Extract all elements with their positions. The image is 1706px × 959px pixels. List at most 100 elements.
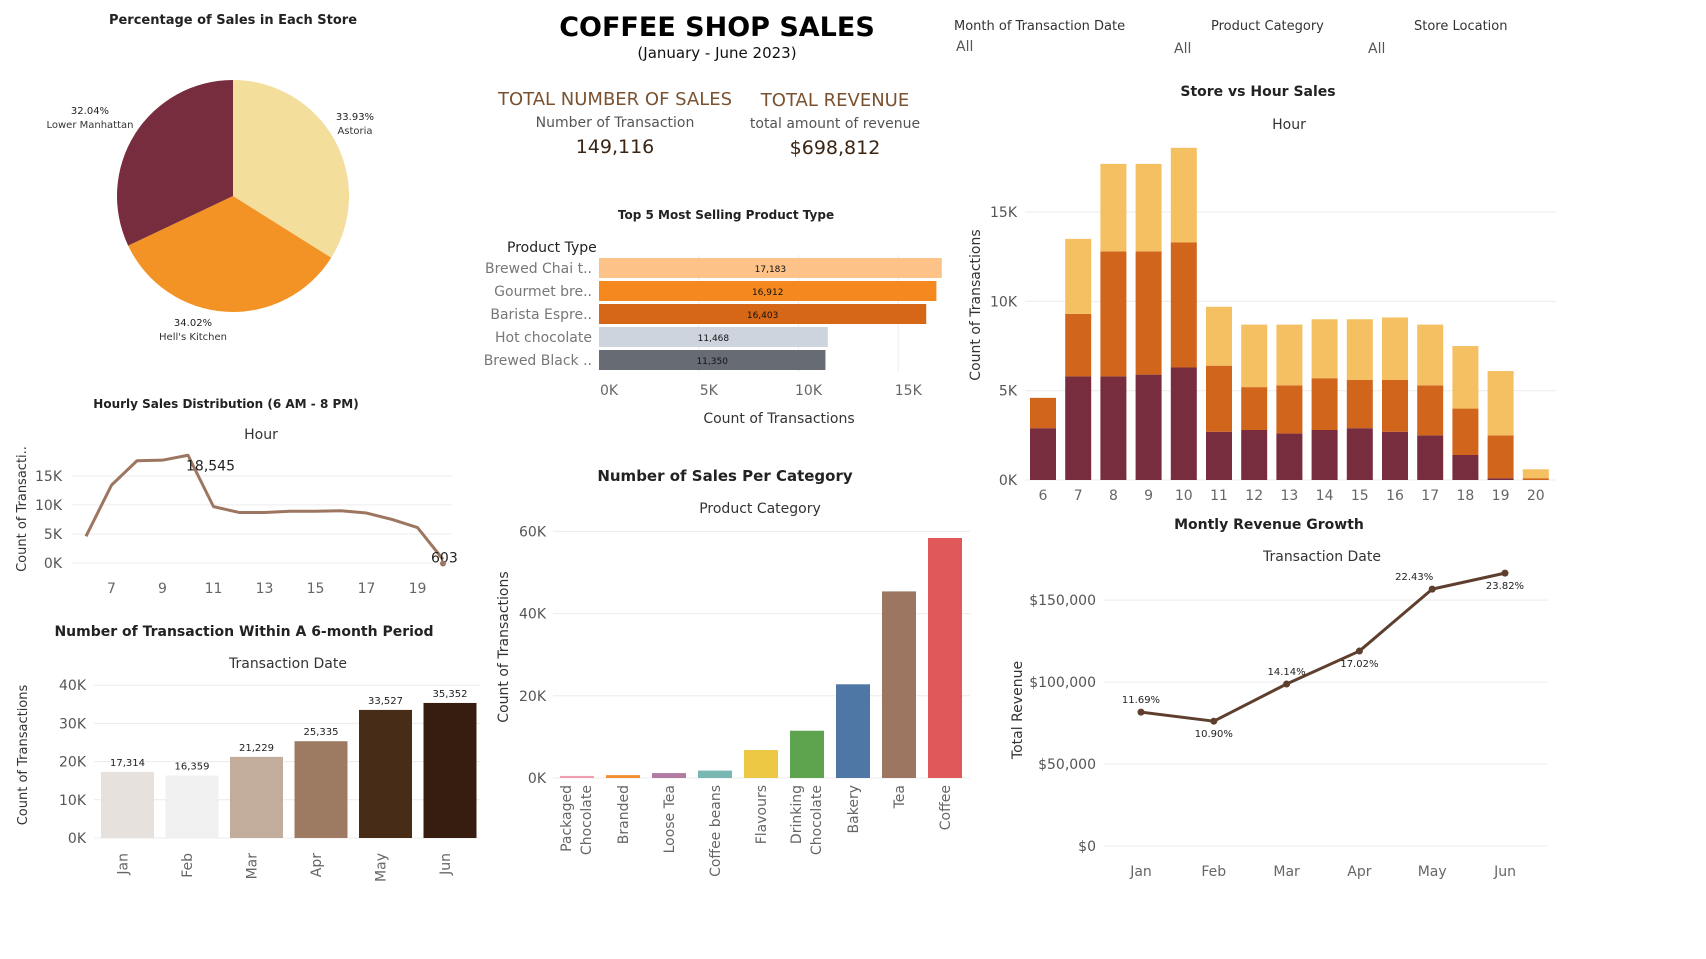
- filter-category-value[interactable]: All: [1174, 41, 1192, 57]
- store-hour-bar-segment: [1276, 385, 1303, 434]
- top5-value-label: 17,183: [755, 265, 787, 275]
- store-hour-y-tick: 5K: [999, 384, 1018, 400]
- top5-bar: [599, 327, 828, 347]
- store-hour-bar-segment: [1100, 251, 1127, 377]
- store-hour-x-tick: 15: [1351, 488, 1369, 504]
- store-hour-x-tick: 7: [1074, 488, 1083, 504]
- top5-value-label: 16,912: [752, 288, 784, 298]
- monthly-tx-x-tick: Mar: [245, 853, 261, 880]
- category-chart-title: Number of Sales Per Category: [597, 467, 853, 485]
- store-hour-bar-segment: [1170, 147, 1197, 243]
- monthly-tx-value-label: 21,229: [239, 743, 274, 754]
- revenue-growth-label: 10.90%: [1195, 729, 1233, 740]
- pie-chart-title: Percentage of Sales in Each Store: [109, 13, 357, 28]
- category-bar: [652, 773, 686, 778]
- hourly-y-axis-title: Count of Transacti..: [15, 446, 30, 572]
- category-x-tick: Coffee: [938, 785, 954, 830]
- store-hour-bar-segment: [1452, 454, 1479, 480]
- revenue-x-axis-title: Transaction Date: [1262, 549, 1381, 565]
- top5-x-tick: 10K: [795, 383, 823, 399]
- revenue-y-tick: $150,000: [1029, 593, 1096, 609]
- top5-category-label: Barista Espre..: [490, 307, 592, 323]
- monthly-tx-y-tick: 20K: [59, 755, 87, 771]
- revenue-y-axis-title: Total Revenue: [1010, 661, 1026, 760]
- store-hour-bar-segment: [1170, 242, 1197, 368]
- store-hour-bar-segment: [1276, 433, 1303, 480]
- revenue-point: [1210, 717, 1218, 725]
- revenue-point: [1355, 647, 1363, 655]
- category-bar: [790, 730, 824, 778]
- hourly-y-tick: 15K: [35, 469, 63, 485]
- top5-x-tick: 15K: [895, 383, 923, 399]
- store-hour-x-tick: 12: [1245, 488, 1263, 504]
- revenue-y-tick: $50,000: [1038, 757, 1096, 773]
- revenue-x-tick: Feb: [1201, 864, 1226, 880]
- hourly-x-tick: 17: [358, 581, 376, 597]
- top5-x-axis-title: Count of Transactions: [703, 411, 854, 427]
- store-hour-bar-segment: [1065, 376, 1092, 480]
- store-hour-bar-segment: [1170, 367, 1197, 480]
- hourly-x-tick: 9: [158, 581, 167, 597]
- monthly-tx-value-label: 16,359: [175, 762, 210, 773]
- monthly-tx-bar: [230, 756, 283, 838]
- store-hour-bar-segment: [1346, 379, 1373, 429]
- store-hour-bar-segment: [1241, 429, 1268, 480]
- revenue-chart-title: Montly Revenue Growth: [1174, 517, 1364, 533]
- hourly-x-tick: 19: [409, 581, 427, 597]
- monthly-tx-chart-title: Number of Transaction Within A 6-month P…: [54, 624, 433, 640]
- category-x-tick: Tea: [892, 785, 908, 809]
- hourly-x-tick: 11: [205, 581, 223, 597]
- monthly-tx-y-tick: 0K: [68, 831, 87, 847]
- top5-category-label: Gourmet bre..: [494, 284, 592, 300]
- store-hour-x-tick: 18: [1456, 488, 1474, 504]
- store-hour-bar-segment: [1487, 478, 1514, 480]
- store-hour-y-tick: 10K: [990, 294, 1018, 310]
- page-title: COFFEE SHOP SALES: [559, 12, 875, 43]
- page-subtitle: (January - June 2023): [637, 44, 797, 62]
- revenue-point: [1137, 708, 1145, 716]
- store-hour-bar-segment: [1065, 238, 1092, 314]
- category-bar: [882, 591, 916, 778]
- store-hour-x-tick: 20: [1527, 488, 1545, 504]
- top5-bar: [599, 350, 826, 370]
- monthly-tx-y-tick: 30K: [59, 716, 87, 732]
- store-hour-bar-segment: [1346, 319, 1373, 380]
- category-x-axis-title: Product Category: [699, 501, 821, 517]
- top5-value-label: 11,350: [696, 357, 728, 367]
- revenue-point: [1283, 680, 1291, 688]
- revenue-x-tick: Apr: [1347, 864, 1371, 880]
- hourly-x-tick: 13: [256, 581, 274, 597]
- store-hour-bar-segment: [1311, 319, 1338, 379]
- monthly-tx-x-axis-title: Transaction Date: [228, 656, 347, 672]
- revenue-growth-label: 17.02%: [1340, 659, 1378, 670]
- top5-y-axis-title: Product Type: [507, 240, 597, 256]
- pie-store-label: Hell's Kitchen: [159, 332, 227, 343]
- revenue-x-tick: Mar: [1273, 864, 1300, 880]
- hourly-chart-title: Hourly Sales Distribution (6 AM - 8 PM): [93, 397, 358, 411]
- store-hour-chart-title: Store vs Hour Sales: [1180, 84, 1335, 100]
- filter-store-value[interactable]: All: [1368, 41, 1386, 57]
- top5-value-label: 11,468: [698, 334, 730, 344]
- monthly-tx-bar: [359, 709, 412, 838]
- filter-month-value[interactable]: All: [956, 39, 974, 55]
- store-hour-y-tick: 0K: [999, 473, 1018, 489]
- pie-percent-label: 32.04%: [71, 106, 109, 117]
- top5-bar: [599, 281, 937, 301]
- store-hour-x-tick: 11: [1210, 488, 1228, 504]
- store-hour-x-tick: 14: [1316, 488, 1334, 504]
- store-hour-bar-segment: [1135, 163, 1162, 252]
- monthly-tx-x-tick: Feb: [180, 853, 196, 878]
- kpi-revenue-subtitle: total amount of revenue: [749, 116, 921, 132]
- store-hour-bar-segment: [1382, 317, 1408, 380]
- store-hour-bar-segment: [1522, 478, 1549, 480]
- top5-category-label: Brewed Chai t..: [485, 261, 592, 277]
- category-bar: [744, 750, 778, 778]
- filter-month-label: Month of Transaction Date: [954, 19, 1126, 34]
- top5-value-label: 16,403: [747, 311, 779, 321]
- store-hour-bar-segment: [1311, 378, 1338, 430]
- revenue-point: [1428, 585, 1436, 593]
- store-hour-bar-segment: [1030, 397, 1056, 429]
- category-x-tick: Packaged: [559, 785, 575, 852]
- category-x-tick: Bakery: [846, 785, 862, 833]
- hourly-x-axis-title: Hour: [244, 427, 278, 443]
